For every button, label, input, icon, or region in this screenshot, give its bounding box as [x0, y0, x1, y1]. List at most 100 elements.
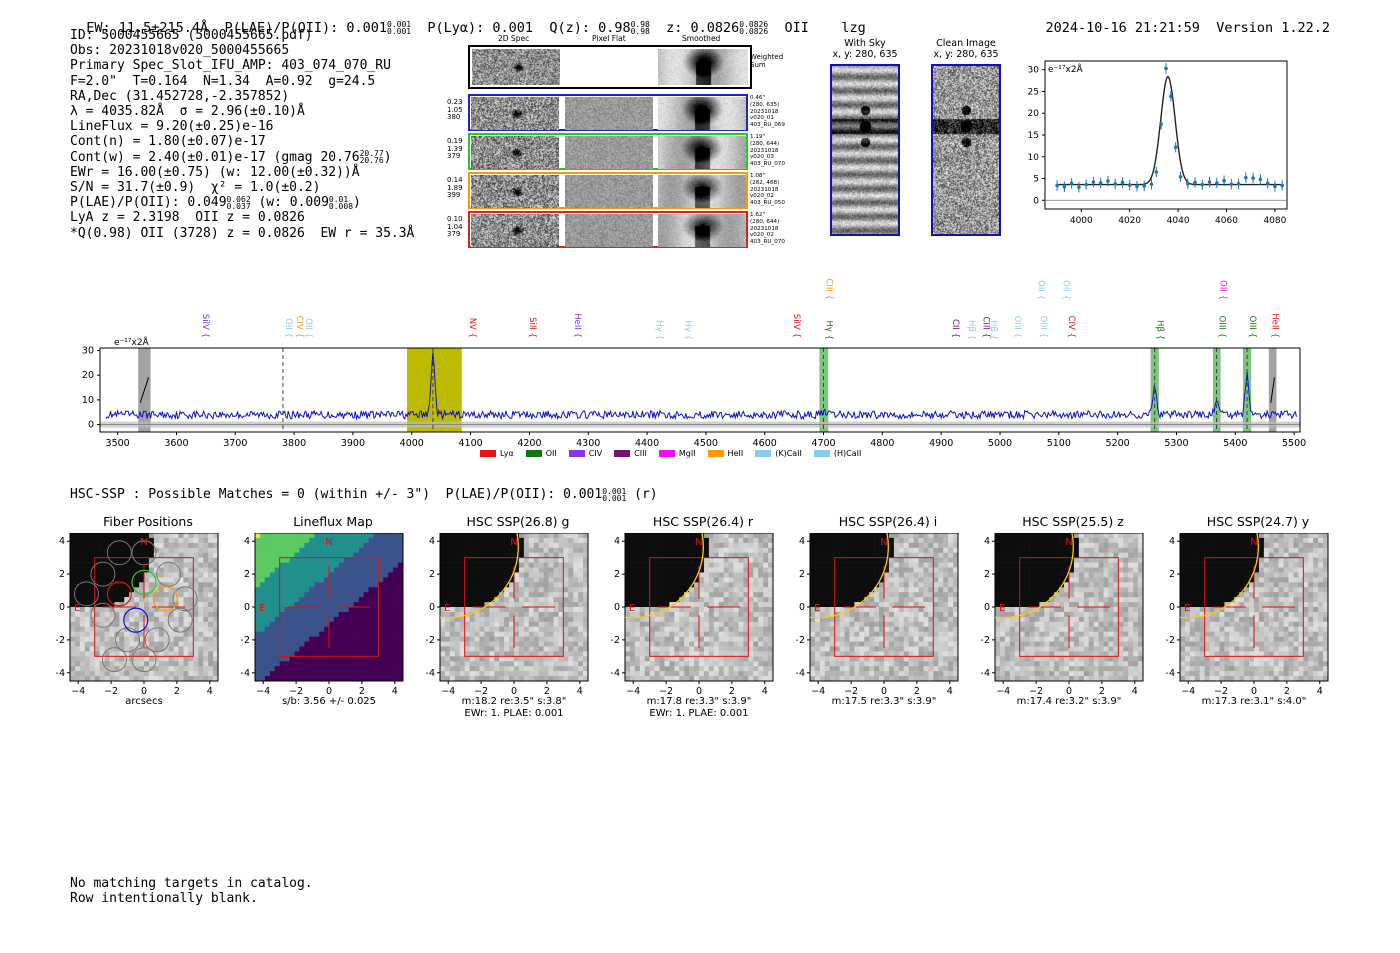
hsc-pixel	[558, 567, 564, 573]
hsc-pixel	[908, 636, 914, 642]
hsc-pixel	[213, 656, 219, 662]
hsc-pixel	[479, 666, 485, 672]
hsc-pixel	[869, 607, 875, 613]
hsc-pixel	[324, 587, 330, 593]
hsc-pixel	[913, 587, 919, 593]
hsc-pixel	[158, 557, 165, 563]
hsc-pixel	[104, 621, 110, 628]
hsc-pixel	[504, 552, 510, 558]
hsc-pixel	[333, 661, 340, 667]
hsc-pixel	[314, 542, 320, 549]
hsc-pixel	[208, 533, 214, 539]
hsc-pixel	[708, 587, 715, 593]
hsc-pixel	[343, 656, 350, 662]
hsc-pixel	[814, 542, 821, 549]
mask-hatch	[139, 377, 150, 403]
spectrum-xtick-label: 4400	[635, 438, 659, 449]
hsc-pixel	[178, 562, 184, 568]
hsc-pixel	[528, 616, 535, 623]
hsc-pixel	[654, 537, 660, 544]
hsc-pixel	[329, 587, 335, 593]
hsc-pixel	[358, 631, 364, 637]
hsc-pixel	[928, 577, 934, 583]
hsc-pixel	[573, 582, 579, 588]
hsc-pixel	[753, 533, 759, 539]
hsc-pixel	[173, 626, 179, 632]
hsc-pixel	[634, 602, 641, 608]
hsc-east-label: E	[444, 603, 450, 614]
hsc-pixel	[548, 611, 554, 618]
hsc-pixel	[824, 641, 831, 647]
fiber-circle	[172, 586, 198, 612]
hsc-pixel	[829, 631, 835, 637]
hsc-pixel	[388, 651, 394, 657]
hsc-pixel	[314, 547, 320, 554]
hsc-pixel	[713, 616, 720, 623]
hsc-pixel	[454, 636, 461, 642]
hsc-pixel	[338, 567, 345, 573]
line-id-label: OII {	[1218, 280, 1228, 300]
hsc-pixel	[284, 621, 290, 628]
hsc-pixel	[109, 547, 115, 554]
hsc-pixel	[329, 602, 335, 608]
hsc-pixel	[893, 587, 900, 593]
hsc-pixel	[509, 626, 515, 632]
hsc-pixel	[393, 562, 399, 568]
hsc-pixel	[694, 557, 700, 563]
line-id-label: SiIV {	[200, 314, 210, 338]
hsc-pixel	[319, 671, 325, 677]
hsc-pixel	[289, 631, 295, 637]
hsc-pixel	[104, 602, 110, 608]
hsc-pixel	[269, 562, 276, 568]
hsc-pixel	[810, 582, 816, 588]
hsc-pixel	[264, 607, 271, 613]
hsc-panel-title: HSC SSP(26.8) g	[466, 514, 570, 529]
hsc-pixel	[70, 611, 76, 618]
hsc-pixel	[479, 582, 485, 588]
hsc-pixel	[684, 621, 690, 628]
hsc-pixel	[479, 616, 485, 623]
hsc-pixel	[523, 636, 530, 642]
hsc-pixel	[173, 533, 179, 539]
hsc-pixel	[644, 557, 650, 563]
hsc-pixel	[689, 651, 695, 657]
hsc-pixel	[699, 656, 705, 662]
hsc-pixel	[753, 646, 759, 652]
hsc-pixel	[289, 587, 295, 593]
hsc-pixel	[203, 651, 209, 657]
hsc-pixel	[644, 671, 650, 677]
hsc-pixel	[314, 597, 320, 603]
hsc-pixel	[548, 656, 554, 662]
hsc-pixel	[733, 587, 739, 593]
hsc-pixel	[284, 676, 290, 682]
hsc-pixel	[948, 587, 954, 593]
hsc-pixel	[284, 607, 290, 613]
hsc-pixel	[573, 547, 579, 554]
hsc-pixel	[708, 666, 715, 672]
hsc-ytick-label: 2	[429, 569, 435, 580]
hsc-pixel	[718, 567, 724, 573]
hsc-pixel	[494, 562, 500, 568]
hsc-pixel	[733, 542, 739, 549]
hsc-pixel	[188, 592, 194, 598]
hsc-pixel	[523, 671, 530, 677]
hsc-pixel	[553, 666, 559, 672]
hsc-pixel	[874, 651, 880, 657]
hsc-pixel	[654, 616, 660, 623]
hsc-pixel	[203, 582, 209, 588]
hsc-pixel	[953, 567, 959, 573]
hsc-pixel	[918, 646, 924, 652]
hsc-pixel	[183, 542, 189, 549]
hsc-pixel	[834, 641, 840, 647]
hsc-pixel	[294, 611, 300, 618]
hsc-pixel	[474, 676, 480, 682]
hsc-pixel	[703, 676, 710, 682]
hsc-pixel	[279, 616, 285, 623]
hsc-pixel	[639, 616, 646, 623]
hsc-pixel	[509, 592, 515, 598]
hsc-pixel	[699, 607, 705, 613]
hsc-pixel	[343, 666, 350, 672]
hsc-pixel	[514, 611, 520, 618]
hsc-pixel	[274, 582, 280, 588]
hsc-pixel	[869, 641, 875, 647]
